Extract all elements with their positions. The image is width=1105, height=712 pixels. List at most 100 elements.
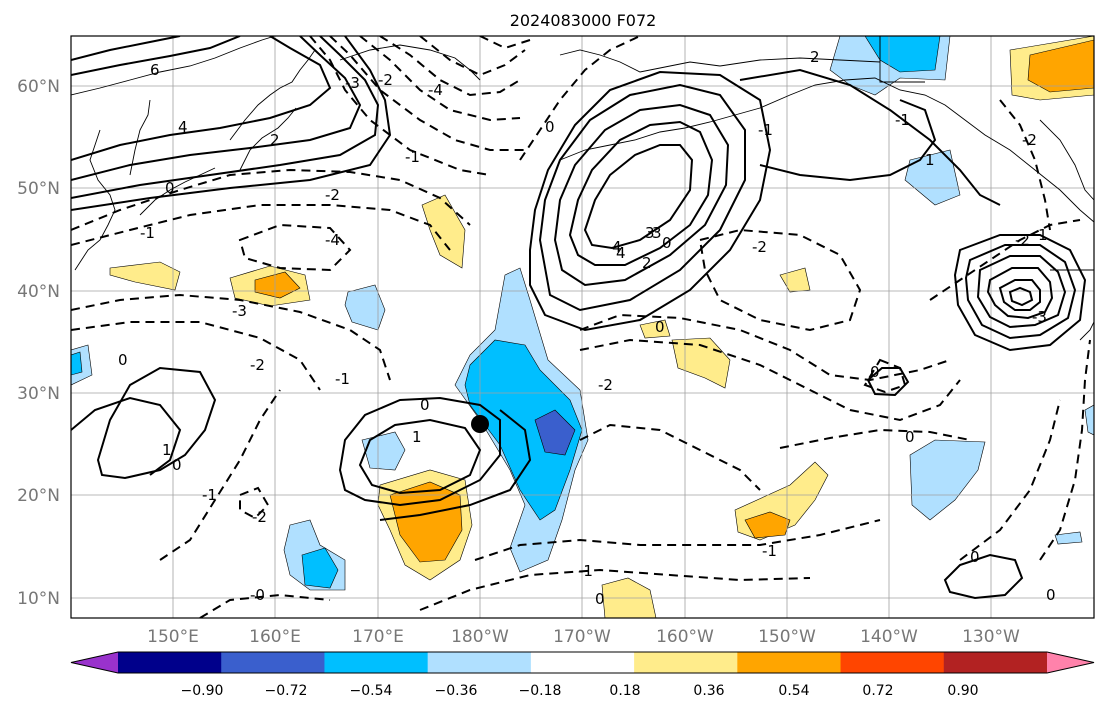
colorbar-segment — [324, 652, 429, 673]
shade-region — [1054, 531, 1083, 545]
contour-line — [976, 255, 1067, 329]
contour-line — [863, 358, 907, 394]
colorbar-segment — [221, 652, 325, 673]
contour-line — [943, 553, 1024, 600]
contour-label: -1 — [140, 224, 155, 242]
lon-label: 170°W — [553, 627, 611, 647]
contour-line — [474, 519, 881, 561]
contour-label: 0 — [172, 456, 182, 474]
colorbar-tick-label: −0.36 — [435, 683, 478, 699]
contour-label: 4 — [178, 118, 188, 136]
contour-label: 4 — [612, 238, 622, 256]
shade-region — [389, 481, 463, 563]
lon-label: 130°W — [962, 627, 1020, 647]
contour-label: -4 — [428, 81, 443, 99]
contour-label: 0 — [165, 179, 175, 197]
contour-label: -2 — [252, 508, 267, 526]
contour-label: -1 — [762, 542, 777, 560]
shaded-anomaly-layer — [71, 36, 1094, 618]
shade-region — [744, 511, 791, 539]
shade-region — [534, 409, 576, 456]
colorbar-segment — [634, 652, 738, 673]
colorbar-tick-label: −0.72 — [265, 683, 308, 699]
contour-line — [579, 423, 761, 491]
shade-region — [254, 271, 301, 299]
contour-label: 0 — [420, 396, 430, 414]
coastline-kurils — [139, 167, 216, 216]
contour-label: 6 — [150, 61, 160, 79]
contour-line — [96, 366, 217, 480]
shade-region — [904, 149, 961, 206]
lat-label: 60°N — [17, 77, 60, 97]
colorbar-tick-label: −0.54 — [350, 683, 393, 699]
contour-line — [71, 36, 362, 181]
contour-label: -2 — [1022, 131, 1037, 149]
coastline-baja — [1079, 321, 1094, 341]
contour-line — [71, 321, 321, 391]
contour-label: -3 — [1032, 308, 1047, 326]
contour-label: 1 — [1038, 226, 1048, 244]
contour-label: -1 — [758, 121, 773, 139]
contour-line — [419, 36, 526, 77]
contour-label: -3 — [232, 302, 247, 320]
contour-line — [964, 244, 1077, 340]
contour-line — [568, 120, 714, 266]
contour-line — [359, 36, 521, 122]
contour-label: -2 — [598, 376, 613, 394]
contour-line — [329, 36, 525, 151]
contour-label: -0 — [250, 586, 265, 604]
contour-line — [71, 36, 332, 161]
contour-label: -2 — [325, 186, 340, 204]
shade-region — [864, 36, 941, 73]
contour-label: -2 — [752, 238, 767, 256]
shade-region — [301, 547, 339, 589]
contour-line — [759, 99, 937, 182]
contour-label: -1 — [202, 486, 217, 504]
contour-line — [71, 36, 181, 61]
contour-labels: 6 4 2 0 -1 -2 -3 -4 0 -2 -3 -4 0 -1 -2 2… — [118, 48, 1056, 608]
contour-line — [999, 99, 1051, 231]
lat-label: 20°N — [17, 486, 60, 506]
contour-line — [238, 223, 352, 272]
colorbar-tick-label: 0.90 — [947, 683, 978, 699]
contour-line — [71, 36, 380, 199]
colorbar-outline — [70, 651, 1095, 674]
coastline-sakhalin — [129, 99, 151, 176]
shade-region — [421, 194, 466, 269]
contour-line — [71, 36, 392, 211]
contour-line — [519, 36, 641, 161]
lat-label: 50°N — [17, 179, 60, 199]
negative-contours — [71, 36, 1091, 618]
contour-line — [379, 409, 532, 521]
storm-center-marker — [471, 415, 489, 433]
coastline-asia — [71, 36, 276, 96]
lat-label: 30°N — [17, 384, 60, 404]
contour-label: 0 — [970, 548, 980, 566]
contour-line — [739, 68, 1001, 206]
colorbar-tick-labels: −0.90 −0.72 −0.54 −0.36 −0.18 0.18 0.36 … — [181, 683, 979, 699]
contour-line — [698, 228, 862, 332]
contour-label: 0 — [545, 118, 555, 136]
contour-line — [529, 70, 772, 332]
shade-region — [909, 439, 986, 521]
colorbar-tick-label: −0.18 — [519, 683, 562, 699]
shade-region — [109, 261, 181, 291]
lon-label: 180°W — [451, 627, 509, 647]
contour-line — [986, 267, 1054, 320]
contour-line — [239, 486, 270, 520]
contour-label: -4 — [325, 231, 340, 249]
contour-label: 4 — [616, 244, 626, 262]
contour-label: -3 — [345, 74, 360, 92]
contour-line — [379, 36, 521, 97]
contour-line — [199, 593, 331, 618]
lat-label: 10°N — [17, 589, 60, 609]
contour-line — [71, 396, 182, 476]
colorbar-segment — [118, 652, 222, 673]
coastline-kamchatka — [229, 49, 316, 141]
lon-label: 150°E — [147, 627, 199, 647]
coastline-alaska-west — [559, 49, 721, 73]
contour-line — [71, 36, 241, 76]
contour-line — [998, 279, 1041, 311]
contour-label: 0 — [905, 428, 915, 446]
lon-label: 160°W — [656, 627, 714, 647]
